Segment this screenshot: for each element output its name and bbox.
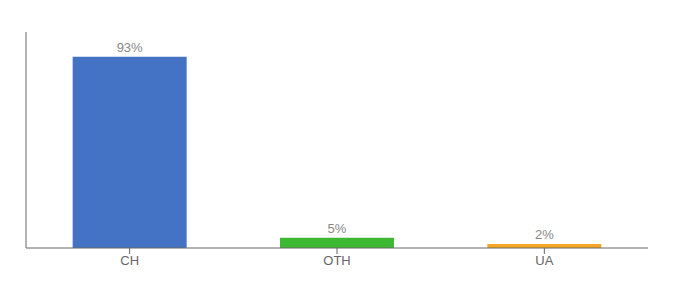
svg-text:UA: UA (535, 253, 553, 268)
svg-text:5%: 5% (328, 221, 347, 236)
svg-text:2%: 2% (535, 227, 554, 242)
svg-text:CH: CH (120, 253, 139, 268)
svg-text:OTH: OTH (323, 253, 350, 268)
svg-text:93%: 93% (117, 40, 143, 55)
